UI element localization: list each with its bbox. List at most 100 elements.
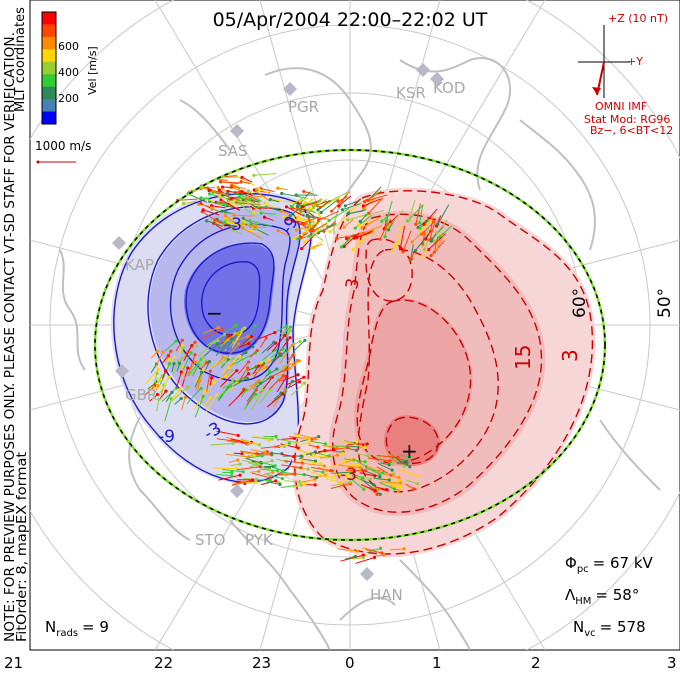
velocity-vector-origin	[157, 397, 161, 401]
velocity-vector-origin	[401, 250, 405, 254]
velocity-vector	[304, 473, 317, 479]
velocity-vector	[342, 203, 361, 211]
velocity-vector	[248, 230, 264, 233]
velocity-vector-origin	[240, 175, 244, 179]
velocity-vector	[254, 460, 276, 467]
velocity-vector-origin	[254, 187, 259, 191]
velocity-vector	[254, 332, 275, 341]
velocity-vector-origin	[249, 335, 253, 339]
latitude-label-60: 60°	[570, 288, 590, 318]
velocity-vector	[193, 390, 206, 410]
velocity-vector	[386, 451, 405, 467]
stat-nvc: Nvc = 578	[573, 618, 646, 639]
velocity-vector	[410, 244, 414, 260]
negative-fill-inner	[184, 244, 275, 356]
velocity-vector-origin	[291, 219, 295, 223]
velocity-vector-origin	[361, 556, 365, 560]
velocity-vector-origin	[169, 349, 173, 353]
velocity-vector-origin	[321, 470, 325, 474]
velocity-vector	[351, 475, 374, 486]
velocity-vector	[301, 462, 325, 467]
radar-marker	[416, 63, 430, 77]
velocity-vector	[266, 481, 281, 485]
velocity-vector-origin	[335, 236, 339, 241]
velocity-vector	[337, 548, 358, 552]
velocity-vector	[349, 477, 365, 490]
radar-sites: PGR KOD KSR SAS KAP GBR STO PYK HAN	[112, 63, 465, 604]
velocity-vector-origin	[413, 249, 417, 253]
velocity-vector-origin	[167, 357, 171, 361]
velocity-vector-origin	[311, 229, 315, 233]
velocity-vector	[227, 222, 246, 227]
velocity-vector-origin	[220, 327, 225, 331]
velocity-vector	[374, 486, 387, 491]
velocity-vector	[280, 471, 305, 476]
velocity-vector-origin	[279, 353, 283, 357]
velocity-vector	[373, 554, 385, 557]
radar-marker	[430, 72, 444, 86]
velocity-vector-origin	[267, 467, 271, 472]
velocity-vector	[245, 195, 267, 199]
velocity-vector	[231, 327, 246, 349]
velocity-vector	[194, 380, 201, 391]
velocity-vector	[238, 191, 261, 202]
velocity-vector	[220, 359, 229, 369]
velocity-vector	[279, 328, 289, 335]
velocity-vector-origin	[216, 185, 220, 190]
stat-subscript: rads	[56, 628, 78, 639]
stat-phi-pc: Φpc = 67 kV	[565, 554, 654, 575]
velocity-vector-origin	[248, 219, 252, 223]
velocity-vector-origin	[288, 329, 292, 333]
velocity-vector	[216, 473, 232, 477]
heppner-maynard-boundary-dash	[94, 149, 606, 541]
velocity-vector	[325, 478, 343, 484]
velocity-vector	[236, 175, 255, 186]
velocity-vector	[340, 554, 364, 562]
imf-z-label: +Z (10 nT)	[608, 12, 668, 25]
velocity-vector	[279, 344, 293, 364]
velocity-vector	[239, 196, 256, 204]
velocity-vector	[242, 227, 263, 239]
velocity-vector-origin	[231, 441, 235, 445]
velocity-vector	[238, 202, 256, 217]
velocity-vector	[265, 368, 278, 377]
velocity-vector-origin	[340, 208, 344, 212]
radar-label-pgr: PGR	[288, 98, 319, 116]
velocity-vector-origin	[254, 480, 258, 484]
velocity-vector-origin	[213, 218, 217, 222]
color-scale-segment	[42, 99, 56, 113]
velocity-vector-origin	[381, 471, 385, 475]
velocity-vector-origin	[405, 461, 409, 466]
velocity-vector	[216, 438, 236, 442]
velocity-vector-origin	[361, 204, 365, 208]
velocity-vector-origin	[328, 230, 332, 234]
velocity-vector-origin	[244, 388, 248, 392]
contour-label: 3	[342, 277, 364, 291]
velocity-vector	[213, 191, 227, 197]
velocity-vector	[334, 447, 348, 451]
velocity-vector-origin	[283, 387, 287, 391]
velocity-vector	[313, 198, 322, 207]
radar-marker	[115, 364, 129, 378]
velocity-vector	[283, 216, 296, 219]
velocity-vector	[423, 208, 438, 225]
velocity-vector-origin	[345, 445, 349, 450]
velocity-vector	[414, 233, 429, 251]
velocity-vector	[218, 379, 234, 398]
velocity-vector-origin	[276, 378, 280, 382]
velocity-vector-origin	[319, 210, 323, 215]
mlt-tick: 3	[667, 654, 677, 672]
velocity-vector-origin	[346, 212, 350, 216]
velocity-vector-origin	[252, 211, 256, 215]
velocity-vector-origin	[327, 454, 331, 458]
stat-value: = 67 kV	[593, 554, 654, 572]
velocity-vector-origin	[241, 327, 245, 331]
velocity-vector-origin	[303, 482, 307, 486]
color-scale-segment	[42, 86, 56, 100]
stat-subscript: pc	[577, 564, 589, 575]
radar-marker	[230, 484, 244, 498]
velocity-vector-origin	[397, 475, 401, 480]
velocity-vector	[164, 340, 177, 352]
velocity-vector-origin	[208, 369, 212, 373]
velocity-vector	[292, 483, 306, 489]
